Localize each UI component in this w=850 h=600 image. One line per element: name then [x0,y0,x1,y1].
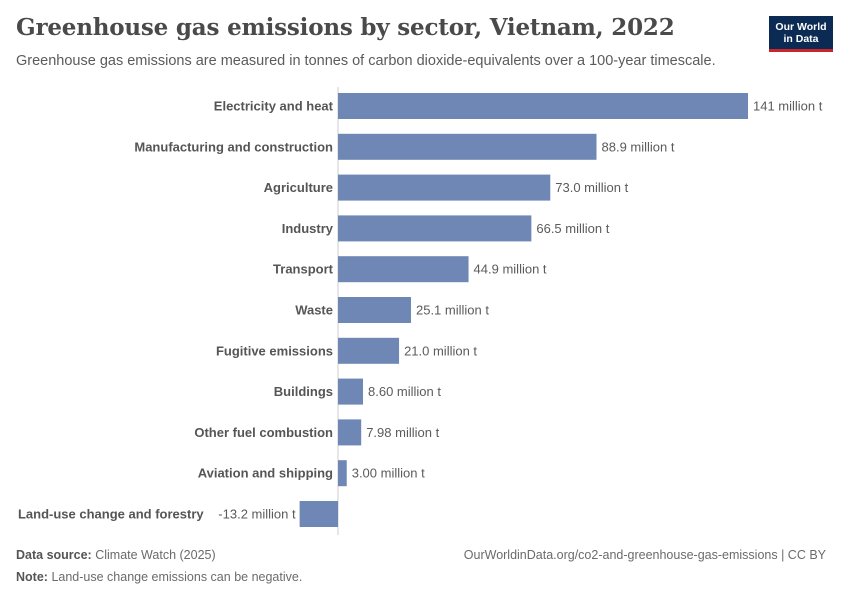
category-label-6: Fugitive emissions [216,343,333,358]
bar-8[interactable] [338,419,362,446]
value-label-8: 7.98 million t [366,425,439,440]
value-label-7: 8.60 million t [368,384,441,399]
category-label-0: Electricity and heat [214,99,334,114]
value-label-3: 66.5 million t [536,221,609,236]
category-label-10: Land-use change and forestry [18,507,204,522]
bar-chart: 141 million t Electricity and heat 88.9 mi… [18,87,823,535]
category-label-4: Transport [273,262,334,277]
category-label-1: Manufacturing and construction [134,139,333,154]
bar-0[interactable] [338,93,748,119]
logo-line-2: in Data [783,33,819,45]
value-label-0: 141 million t [753,99,823,114]
chart-subtitle: Greenhouse gas emissions are measured in… [16,53,716,69]
value-label-4: 44.9 million t [474,262,547,277]
chart-note: Note: Land-use change emissions can be n… [16,570,302,584]
data-source: Data source: Climate Watch (2025) [16,548,216,562]
bar-6[interactable] [338,337,400,364]
value-label-9: 3.00 million t [352,466,425,481]
bar-2[interactable] [338,174,551,201]
category-label-9: Aviation and shipping [198,466,333,481]
category-label-8: Other fuel combustion [194,425,333,440]
source-url-license[interactable]: OurWorldinData.org/co2-and-greenhouse-ga… [463,548,826,562]
category-label-5: Waste [295,303,333,318]
note-text: Land-use change emissions can be negativ… [51,570,303,584]
note-label: Note: [16,570,48,584]
value-label-1: 88.9 million t [602,139,675,154]
owid-logo[interactable]: Our World in Data [769,16,833,52]
bar-1[interactable] [338,133,597,160]
bar-4[interactable] [338,256,469,283]
bar-3[interactable] [338,215,532,242]
category-label-3: Industry [282,221,334,236]
data-source-link[interactable]: Climate Watch (2025) [95,548,216,562]
category-label-2: Agriculture [264,180,333,195]
value-label-6: 21.0 million t [404,343,477,358]
chart-title: Greenhouse gas emissions by sector, Viet… [16,14,675,41]
value-label-5: 25.1 million t [416,303,489,318]
data-source-label: Data source: [16,548,92,562]
value-label-10: -13.2 million t [218,507,296,522]
bar-5[interactable] [338,297,411,323]
value-label-2: 73.0 million t [555,180,628,195]
bar-7[interactable] [338,378,364,405]
logo-line-1: Our World [775,21,827,33]
bar-10[interactable] [299,501,338,527]
bar-9[interactable] [338,460,347,487]
category-label-7: Buildings [274,384,333,399]
